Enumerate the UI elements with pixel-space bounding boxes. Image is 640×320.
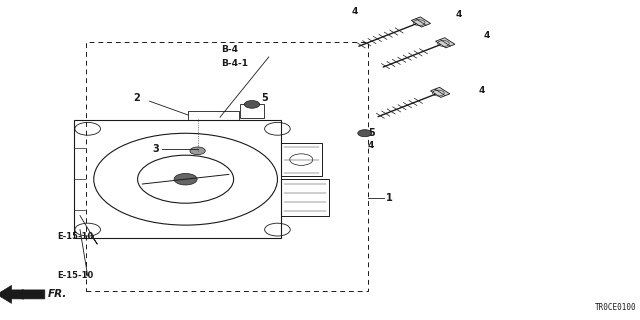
Text: TR0CE0100: TR0CE0100 bbox=[595, 303, 637, 312]
Text: 4: 4 bbox=[352, 7, 358, 16]
Text: B-4: B-4 bbox=[221, 45, 238, 54]
Circle shape bbox=[174, 173, 197, 185]
Text: 5: 5 bbox=[368, 128, 375, 138]
Text: 4: 4 bbox=[478, 86, 484, 95]
Text: 5: 5 bbox=[262, 93, 268, 103]
Text: E-15-10: E-15-10 bbox=[58, 271, 94, 280]
Text: 1: 1 bbox=[386, 193, 393, 204]
Text: E-15-10: E-15-10 bbox=[58, 232, 94, 241]
Text: 4: 4 bbox=[483, 31, 490, 40]
Bar bbox=[86, 42, 368, 291]
Circle shape bbox=[190, 147, 205, 155]
Text: 3: 3 bbox=[152, 144, 159, 154]
Text: 4: 4 bbox=[456, 10, 462, 19]
Text: B-4-1: B-4-1 bbox=[221, 60, 248, 68]
Circle shape bbox=[244, 100, 260, 108]
Polygon shape bbox=[412, 17, 431, 27]
Circle shape bbox=[358, 130, 372, 137]
Text: FR.: FR. bbox=[48, 289, 67, 300]
Text: 2: 2 bbox=[133, 93, 140, 103]
Polygon shape bbox=[431, 87, 450, 97]
Polygon shape bbox=[436, 38, 455, 48]
Polygon shape bbox=[0, 285, 45, 303]
Text: 4: 4 bbox=[368, 141, 374, 150]
